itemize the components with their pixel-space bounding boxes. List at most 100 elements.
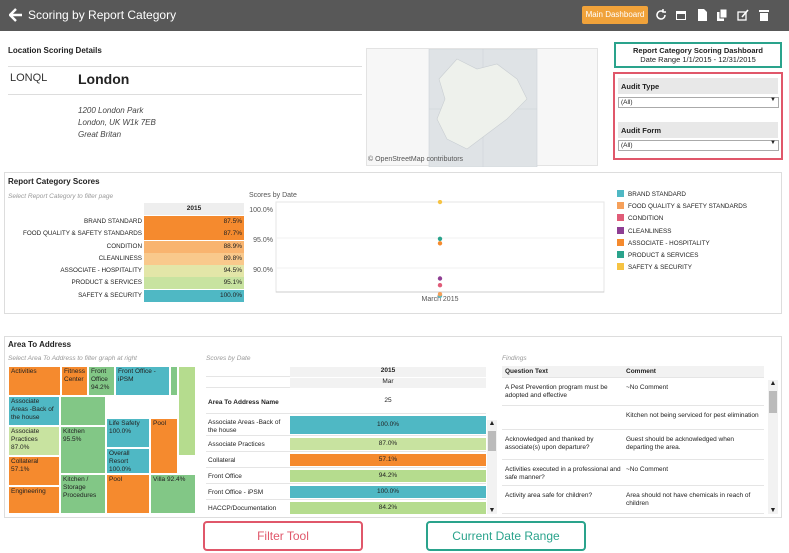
table-row[interactable]: A Pest Prevention program must be adopte… [502, 378, 764, 406]
address-line: Great Britan [78, 130, 122, 139]
category-score[interactable]: 89.8% [144, 252, 244, 265]
page-title: Scoring by Report Category [28, 8, 177, 22]
month-header: Mar [290, 378, 486, 388]
table-row[interactable]: Kitchen not being serviced for pest elim… [502, 406, 764, 430]
category-row[interactable]: PRODUCT & SERVICES 95.1% [8, 277, 244, 290]
treemap-cell[interactable]: Pool [106, 474, 150, 514]
treemap-cell[interactable]: Villa 92.4% [150, 474, 196, 514]
scroll-thumb[interactable] [488, 431, 496, 451]
legend-item[interactable]: BRAND STANDARD [617, 190, 686, 198]
table-row[interactable]: Front Office 94.2% [206, 468, 486, 484]
address-line: 1200 London Park [78, 106, 144, 115]
audit-type-select[interactable]: (All) ▼ [618, 97, 779, 108]
category-row[interactable]: BRAND STANDARD 87.5% [8, 216, 244, 228]
area-score: 57.1% [290, 454, 486, 466]
location-map[interactable] [366, 48, 598, 168]
legend-label: CONDITION [628, 215, 664, 223]
legend-label: PRODUCT & SERVICES [628, 252, 699, 259]
report-category-panel [4, 172, 782, 314]
category-label: ASSOCIATE - HOSPITALITY [60, 267, 142, 275]
legend-item[interactable]: SAFETY & SECURITY [617, 263, 692, 271]
treemap-cell[interactable] [170, 366, 178, 396]
refresh-icon[interactable] [655, 8, 667, 22]
area-score: 100.0% [290, 486, 486, 498]
table-row[interactable]: HACCP/Documentation 84.2% [206, 500, 486, 514]
treemap-cell[interactable]: Kitchen / Storage Procedures [60, 474, 106, 514]
area-score: 94.2% [290, 470, 486, 482]
category-score[interactable]: 87.5% [144, 216, 244, 228]
divider [8, 66, 362, 67]
treemap-cell[interactable]: Collateral 57.1% [8, 456, 60, 486]
scrollbar[interactable]: ▲ ▼ [768, 380, 778, 514]
area-name: Collateral [208, 457, 236, 464]
treemap-cell[interactable]: Associate Areas -Back of the house [8, 396, 60, 426]
legend-item[interactable]: ASSOCIATE - HOSPITALITY [617, 238, 710, 247]
edit-icon[interactable] [737, 8, 749, 22]
treemap-cell[interactable]: Associate Practices 87.0% [8, 426, 60, 456]
area-name: Associate Practices [208, 441, 265, 448]
area-to-address-panel [4, 336, 782, 518]
category-score[interactable]: 100.0% [144, 289, 244, 302]
table-row[interactable]: Associate Areas -Back of the house 100.0% [206, 414, 486, 436]
scroll-down-icon[interactable]: ▼ [769, 507, 777, 514]
category-score[interactable]: 95.1% [144, 277, 244, 290]
scroll-up-icon[interactable]: ▲ [769, 380, 777, 387]
treemap-cell[interactable]: Engineering [8, 486, 60, 514]
audit-form-select[interactable]: (All) ▼ [618, 140, 779, 151]
category-score[interactable]: 88.9% [144, 240, 244, 253]
legend-label: BRAND STANDARD [628, 191, 686, 198]
scroll-thumb[interactable] [769, 391, 777, 413]
category-label: SAFETY & SECURITY [78, 291, 142, 299]
scroll-up-icon[interactable]: ▲ [488, 420, 496, 427]
location-code: LONQL [10, 72, 48, 84]
table-row[interactable]: Front Office - iPSM 100.0% [206, 484, 486, 500]
table-row[interactable]: Collateral 57.1% [206, 452, 486, 468]
copy-icon[interactable] [716, 8, 728, 22]
treemap-cell[interactable]: Fitness Center [61, 366, 88, 396]
treemap-cell[interactable]: Overall Resort 100.0% [106, 448, 150, 474]
table-row[interactable]: Activities executed in a professional an… [502, 460, 764, 486]
audit-form-label: Audit Form [618, 122, 778, 138]
scrollbar[interactable]: ▲ ▼ [487, 420, 497, 514]
table-row[interactable]: Activity area safe for children? Area sho… [502, 486, 764, 514]
trash-icon[interactable] [758, 8, 770, 22]
filter-panel: Audit Type (All) ▼ Audit Form (All) ▼ [613, 72, 783, 160]
treemap-cell[interactable]: Front Office - iPSM [115, 366, 170, 396]
category-row[interactable]: CLEANLINESS 89.8% [8, 252, 244, 265]
treemap-cell[interactable]: Life Safety 100.0% [106, 418, 150, 448]
main-dashboard-button[interactable]: Main Dashboard [582, 6, 648, 24]
document-icon[interactable] [696, 8, 708, 22]
category-score[interactable]: 94.5% [144, 265, 244, 278]
category-row[interactable]: CONDITION 88.9% [8, 240, 244, 253]
legend-item[interactable]: FOOD QUALITY & SAFETY STANDARDS [617, 202, 747, 210]
audit-form-value: (All) [621, 142, 633, 149]
calendar-icon[interactable] [675, 8, 687, 22]
treemap-cell[interactable] [178, 366, 196, 456]
scroll-down-icon[interactable]: ▼ [488, 507, 496, 514]
category-row[interactable]: ASSOCIATE - HOSPITALITY 94.5% [8, 265, 244, 278]
treemap-cell[interactable]: Kitchen 95.5% [60, 426, 106, 474]
legend-item[interactable]: CLEANLINESS [617, 226, 671, 235]
data-point [437, 241, 443, 246]
location-heading: Location Scoring Details [8, 46, 102, 55]
back-arrow-icon[interactable] [9, 8, 23, 22]
legend-item[interactable]: CONDITION [617, 214, 663, 222]
treemap-cell[interactable]: Activities [8, 366, 61, 396]
treemap-cell[interactable]: Pool [150, 418, 178, 474]
data-point [437, 200, 443, 205]
area-to-address-subtitle: Select Area To Address to filter graph a… [8, 355, 137, 362]
table-row[interactable]: Associate Practices 87.0% [206, 436, 486, 452]
scores-by-date-title: Scores by Date [249, 192, 297, 199]
chevron-down-icon: ▼ [770, 97, 776, 103]
column-header: Area To Address Name [208, 399, 279, 406]
treemap-cell[interactable]: Front Office 94.2% [88, 366, 115, 396]
category-row[interactable]: FOOD QUALITY & SAFETY STANDARDS 87.7% [8, 228, 244, 241]
year-header: 2015 [144, 203, 244, 215]
category-score[interactable]: 87.7% [144, 228, 244, 241]
treemap-cell[interactable] [60, 396, 106, 426]
comment-text: Kitchen not being serviced for pest elim… [626, 412, 759, 419]
legend-item[interactable]: PRODUCT & SERVICES [617, 251, 698, 259]
column-header: Comment [626, 368, 656, 375]
table-row[interactable]: Acknowledged and thanked by associate(s)… [502, 430, 764, 460]
category-row[interactable]: SAFETY & SECURITY 100.0% [8, 289, 244, 302]
